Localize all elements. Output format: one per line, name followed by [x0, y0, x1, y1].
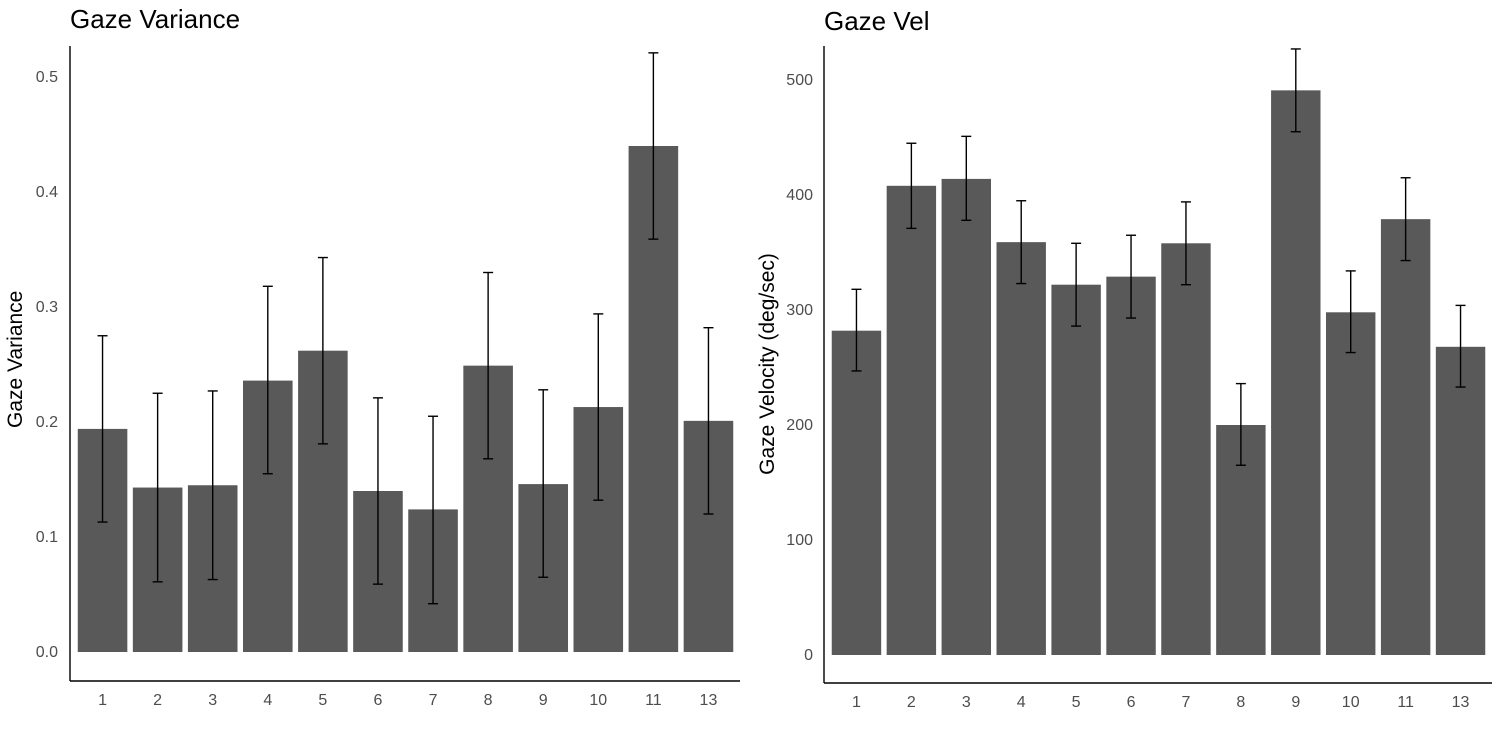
x-tick-label: 10: [1342, 694, 1360, 711]
x-tick-label: 11: [645, 692, 662, 709]
x-tick-label: 10: [589, 692, 607, 709]
y-tick-label: 0.1: [36, 529, 58, 546]
x-tick-label: 4: [1017, 694, 1026, 711]
bar: [1161, 243, 1211, 656]
bar: [1325, 312, 1376, 655]
x-tick-label: 11: [1397, 694, 1414, 711]
y-tick-label: 500: [786, 72, 813, 89]
gaze-variance-panel: Gaze Variance Gaze Variance 0.0 0.1 0.2 0.3…: [4, 4, 740, 709]
x-tick-label: 9: [1291, 694, 1300, 711]
x-tick-label: 6: [374, 692, 383, 709]
gaze-velocity-chart: 0 100 200 300 400 500 1 2 3 4 5 6 7 8 9 10 11 13: [786, 46, 1492, 711]
y-tick-label: 0.2: [36, 414, 58, 431]
bar: [996, 242, 1046, 655]
y-tick-label: 400: [786, 187, 813, 204]
x-tick-label: 3: [208, 692, 217, 709]
gaze-variance-chart: 0.0 0.1 0.2 0.3 0.4 0.5 1 2 3 4 5 6 7 8 9 10 11 13: [36, 46, 740, 709]
x-tick-label: 7: [1182, 694, 1191, 711]
y-tick-label: 300: [786, 302, 813, 319]
bar: [1271, 90, 1321, 656]
bar: [1435, 346, 1486, 655]
y-tick-label: 100: [786, 532, 813, 549]
x-tick-label: 1: [98, 692, 107, 709]
y-tick-label: 0.5: [36, 69, 58, 86]
y-tick-label: 0.3: [36, 299, 58, 316]
x-tick-label: 5: [1072, 694, 1081, 711]
bar: [1380, 219, 1431, 655]
x-tick-label: 2: [153, 692, 162, 709]
y-tick-label: 0.0: [36, 644, 58, 661]
bar: [831, 330, 882, 655]
x-tick-label: 6: [1127, 694, 1136, 711]
y-tick-label: 200: [786, 417, 813, 434]
x-tick-label: 8: [1236, 694, 1245, 711]
bar: [1106, 276, 1156, 655]
x-tick-label: 1: [852, 694, 861, 711]
x-tick-label: 4: [263, 692, 272, 709]
bar: [886, 185, 937, 656]
x-tick-label: 5: [318, 692, 327, 709]
chart-title: Gaze Vel: [824, 6, 930, 36]
x-tick-label: 2: [907, 694, 916, 711]
chart-title: Gaze Variance: [70, 4, 241, 34]
x-tick-label: 9: [539, 692, 548, 709]
x-tick-label: 13: [1452, 694, 1470, 711]
bar: [941, 178, 992, 655]
gaze-velocity-panel: Gaze Vel Gaze Velocity (deg/sec) 0 100 200…: [753, 0, 1506, 744]
y-tick-label: 0: [804, 647, 813, 664]
x-tick-label: 13: [700, 692, 718, 709]
x-tick-label: 3: [962, 694, 971, 711]
x-tick-label: 7: [429, 692, 438, 709]
bar: [1051, 284, 1101, 655]
x-tick-label: 8: [484, 692, 493, 709]
y-tick-label: 0.4: [36, 184, 58, 201]
